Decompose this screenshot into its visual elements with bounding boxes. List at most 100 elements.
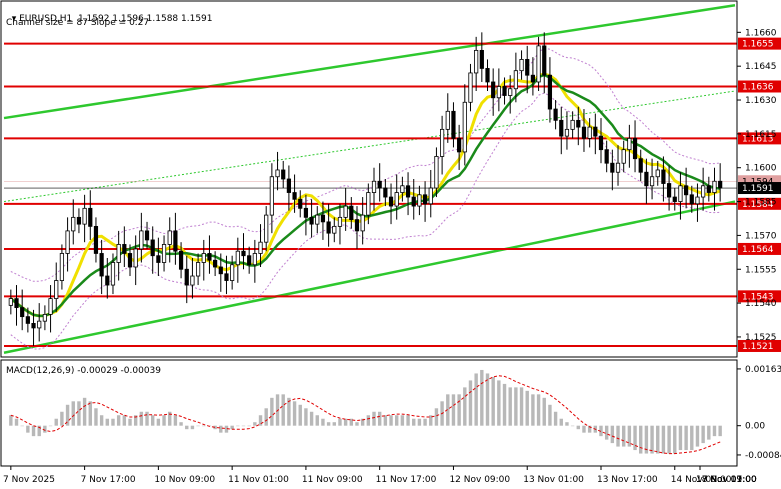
macd-histogram-bar	[377, 411, 382, 426]
macd-histogram-bar	[406, 415, 410, 426]
macd-histogram-bar	[531, 394, 535, 426]
candle-body	[661, 169, 666, 184]
candle-body	[598, 135, 604, 151]
macd-histogram-bar	[37, 425, 41, 437]
candle-body	[627, 137, 632, 151]
candle-body	[644, 171, 649, 187]
candle-body	[366, 192, 371, 216]
macd-histogram-bar	[162, 415, 166, 426]
macd-histogram-bar	[434, 408, 439, 426]
candle-body	[576, 119, 581, 128]
macd-histogram-bar	[429, 415, 433, 426]
candle-body	[371, 180, 377, 193]
candle-body	[150, 239, 155, 257]
macd-histogram-bar	[576, 425, 580, 430]
candle-body	[360, 214, 365, 232]
level-label-bg	[738, 242, 781, 255]
level-label: 1.1584	[742, 200, 774, 210]
candle-body	[547, 74, 553, 110]
price-label-bg	[738, 182, 781, 195]
candle-body	[110, 262, 116, 286]
macd-histogram-bar	[463, 387, 467, 426]
time-tick-label: 11 Nov 17:00	[376, 475, 437, 485]
candle-body	[88, 207, 93, 227]
macd-histogram-bar	[253, 422, 257, 426]
macd-tick-label: 0.00163	[745, 365, 781, 375]
price-tick-label: 1.1540	[745, 299, 777, 309]
macd-histogram-bar	[122, 415, 127, 426]
candle-body	[553, 108, 558, 121]
macd-histogram-bar	[111, 418, 115, 426]
level-label: 1.1613	[742, 134, 774, 144]
macd-histogram-bar	[116, 415, 121, 426]
candle-body	[178, 250, 184, 270]
candle-body	[332, 225, 337, 234]
macd-histogram-bar	[168, 411, 172, 426]
macd-histogram-bar	[156, 418, 161, 426]
macd-histogram-bar	[678, 425, 683, 451]
candle-body	[139, 230, 144, 250]
main-chart-frame	[0, 0, 738, 358]
macd-histogram-bar	[321, 418, 325, 426]
candle-body	[462, 101, 467, 153]
candle-body	[701, 185, 706, 198]
time-tick-label: 13 Nov 01:00	[523, 475, 584, 485]
candle-body	[474, 49, 479, 74]
level-label: 1.1655	[742, 40, 774, 50]
price-tick-label: 1.1570	[745, 231, 777, 241]
candle-body	[695, 196, 700, 205]
macd-histogram-bar	[43, 425, 47, 433]
candle-body	[417, 194, 422, 207]
candle-body	[269, 176, 274, 216]
candle-body	[93, 225, 99, 254]
macd-histogram-bar	[570, 425, 575, 427]
macd-histogram-bar	[536, 394, 541, 426]
candle-body	[587, 126, 592, 139]
macd-tick-label: -0.00084	[745, 451, 781, 461]
macd-histogram-bar	[133, 415, 138, 426]
level-label: 1.1543	[742, 292, 774, 302]
macd-histogram-bar	[230, 425, 234, 430]
candle-body	[400, 185, 405, 193]
macd-histogram-bar	[389, 415, 393, 426]
candle-body	[99, 253, 104, 277]
candle-body	[71, 216, 76, 232]
price-tick-label: 1.1525	[745, 333, 777, 343]
macd-histogram-bar	[701, 425, 705, 444]
candle-body	[684, 185, 689, 196]
macd-histogram-bar	[400, 415, 405, 426]
candle-body	[281, 169, 286, 180]
candle-body	[298, 198, 303, 209]
macd-histogram-bar	[559, 418, 563, 426]
macd-histogram-bar	[196, 425, 200, 427]
level-label: 1.1521	[742, 342, 774, 352]
candle-body	[116, 244, 121, 263]
candle-body	[428, 187, 433, 205]
macd-histogram-bar	[457, 394, 461, 426]
macd-histogram-bar	[366, 415, 371, 426]
macd-histogram-bar	[485, 373, 490, 426]
macd-histogram-bar	[604, 425, 609, 440]
candle-body	[593, 126, 598, 137]
candle-body	[638, 158, 643, 173]
candle-body	[377, 180, 382, 189]
candle-body	[258, 241, 263, 254]
macd-histogram-bar	[621, 425, 626, 447]
candle-body	[127, 253, 133, 268]
macd-histogram-bar	[514, 387, 518, 426]
candle-body	[14, 298, 19, 309]
level-label-bg	[738, 339, 781, 352]
candle-body	[649, 176, 655, 187]
macd-histogram-bar	[519, 387, 524, 426]
macd-histogram-bar	[247, 425, 251, 427]
macd-tick-label: 0.00	[745, 422, 765, 432]
macd-histogram-bar	[48, 425, 53, 427]
bollinger-upper	[10, 47, 721, 282]
candle-body	[42, 313, 47, 322]
time-tick-label: 14 Nov 09:00	[671, 475, 732, 485]
macd-histogram-bar	[264, 408, 268, 426]
macd-histogram-bar	[77, 401, 81, 426]
candle-body	[213, 259, 218, 268]
time-tick-label: 11 Nov 09:00	[302, 475, 363, 485]
